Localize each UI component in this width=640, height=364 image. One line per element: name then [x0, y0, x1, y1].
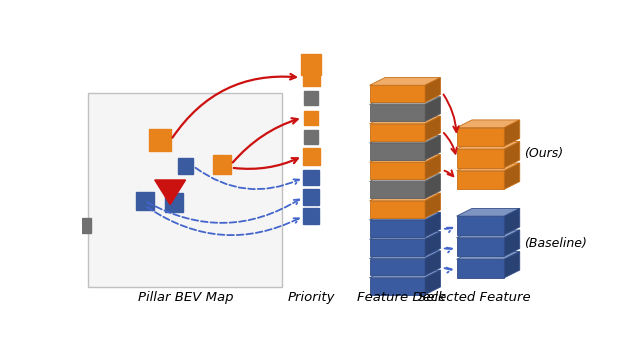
- Bar: [178, 158, 193, 174]
- Polygon shape: [369, 162, 425, 179]
- Polygon shape: [155, 180, 186, 205]
- Polygon shape: [456, 216, 504, 235]
- Polygon shape: [425, 97, 440, 122]
- Bar: [164, 193, 183, 211]
- Polygon shape: [369, 220, 425, 237]
- Polygon shape: [369, 278, 425, 295]
- Polygon shape: [369, 270, 440, 278]
- Polygon shape: [369, 135, 440, 143]
- Text: Pillar BEV Map: Pillar BEV Map: [138, 291, 234, 304]
- Polygon shape: [456, 120, 520, 128]
- Polygon shape: [425, 155, 440, 179]
- Polygon shape: [425, 232, 440, 256]
- Polygon shape: [369, 239, 425, 256]
- Bar: [303, 69, 319, 86]
- Polygon shape: [425, 78, 440, 102]
- Bar: [301, 54, 321, 75]
- Polygon shape: [369, 116, 440, 124]
- Polygon shape: [425, 116, 440, 141]
- Polygon shape: [504, 252, 520, 278]
- Polygon shape: [369, 155, 440, 162]
- Polygon shape: [369, 143, 425, 160]
- Polygon shape: [369, 258, 425, 276]
- Bar: [303, 209, 319, 224]
- Text: Feature Deck: Feature Deck: [357, 291, 445, 304]
- Polygon shape: [425, 193, 440, 218]
- Polygon shape: [456, 238, 504, 256]
- Polygon shape: [456, 142, 520, 149]
- Polygon shape: [369, 104, 425, 122]
- Text: Priority: Priority: [287, 291, 335, 304]
- Text: (Baseline): (Baseline): [524, 237, 588, 250]
- Bar: [303, 148, 319, 165]
- Bar: [82, 218, 91, 233]
- Polygon shape: [425, 251, 440, 276]
- Bar: [212, 155, 231, 174]
- Polygon shape: [456, 171, 504, 189]
- Polygon shape: [369, 212, 440, 220]
- Polygon shape: [504, 209, 520, 235]
- Bar: [303, 189, 319, 205]
- Bar: [304, 91, 318, 104]
- Polygon shape: [369, 193, 440, 201]
- Polygon shape: [504, 163, 520, 189]
- Bar: [303, 170, 319, 185]
- Bar: [304, 111, 318, 124]
- Text: (Ours): (Ours): [524, 147, 563, 159]
- Polygon shape: [504, 142, 520, 168]
- Polygon shape: [456, 149, 504, 168]
- Polygon shape: [456, 230, 520, 238]
- Polygon shape: [369, 251, 440, 258]
- Polygon shape: [456, 128, 504, 146]
- Polygon shape: [504, 230, 520, 256]
- Bar: [136, 191, 154, 210]
- Polygon shape: [425, 135, 440, 160]
- Polygon shape: [504, 120, 520, 146]
- Polygon shape: [369, 174, 440, 182]
- Polygon shape: [369, 85, 425, 102]
- Polygon shape: [456, 259, 504, 278]
- Polygon shape: [456, 252, 520, 259]
- Polygon shape: [456, 163, 520, 171]
- FancyBboxPatch shape: [88, 93, 282, 287]
- Polygon shape: [369, 97, 440, 104]
- Polygon shape: [369, 201, 425, 218]
- Polygon shape: [456, 209, 520, 216]
- Text: Selected Feature: Selected Feature: [418, 291, 531, 304]
- Polygon shape: [369, 232, 440, 239]
- Polygon shape: [425, 270, 440, 295]
- Polygon shape: [425, 212, 440, 237]
- Polygon shape: [369, 78, 440, 85]
- Bar: [149, 129, 171, 151]
- Polygon shape: [369, 124, 425, 141]
- Polygon shape: [425, 174, 440, 198]
- Bar: [304, 130, 318, 144]
- Polygon shape: [369, 182, 425, 198]
